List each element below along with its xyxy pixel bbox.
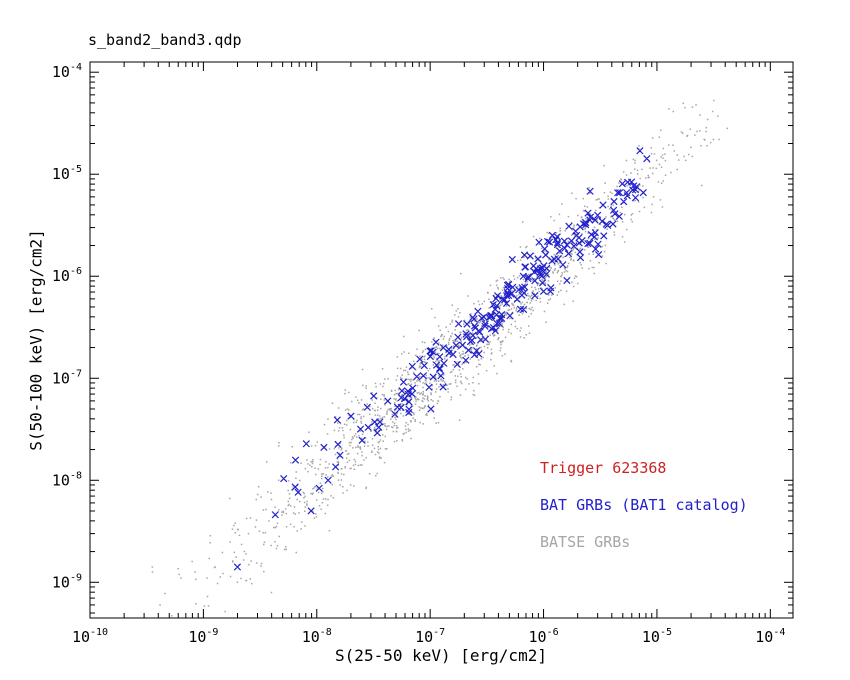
legend-bat-grbs: BAT GRBs (BAT1 catalog) xyxy=(540,496,748,514)
y-tick-label: 10-6 xyxy=(52,266,82,285)
legend-batse-grbs: BATSE GRBs xyxy=(540,533,631,551)
y-axis-label: S(50-100 keV) [erg/cm2] xyxy=(26,229,46,451)
x-tick-label: 10-7 xyxy=(415,627,445,646)
scatter-series-1 xyxy=(233,147,651,571)
x-tick-label: 10-8 xyxy=(302,627,332,646)
y-tick-label: 10-8 xyxy=(52,470,82,489)
x-tick-label: 10-9 xyxy=(188,627,218,646)
x-tick-label: 10-4 xyxy=(755,627,785,646)
y-tick-label: 10-7 xyxy=(52,368,82,387)
x-tick-label: 10-10 xyxy=(72,627,108,646)
legend: Trigger 623368 BAT GRBs (BAT1 catalog) B… xyxy=(540,450,748,561)
y-tick-label: 10-5 xyxy=(52,164,82,183)
y-tick-label: 10-4 xyxy=(52,62,82,81)
x-tick-label: 10-6 xyxy=(528,627,558,646)
legend-trigger: Trigger 623368 xyxy=(540,459,667,477)
y-tick-label: 10-9 xyxy=(52,572,82,591)
plot-title: s_band2_band3.qdp xyxy=(88,31,242,49)
plot-frame xyxy=(89,61,794,619)
x-tick-label: 10-5 xyxy=(642,627,672,646)
x-axis-label: S(25-50 keV) [erg/cm2] xyxy=(335,646,547,665)
